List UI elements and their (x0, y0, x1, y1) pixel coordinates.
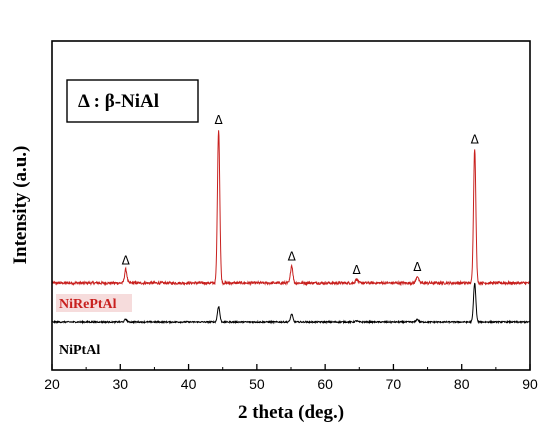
series-label-highlight (56, 294, 132, 312)
series-line-niptal (51, 282, 531, 325)
series-label-nirepral: NiRePtAl (59, 297, 117, 312)
peak-marker: Δ (352, 263, 361, 277)
x-axis-title: 2 theta (deg.) (238, 402, 344, 423)
x-tick-label: 90 (522, 376, 538, 392)
x-tick-label: 30 (112, 376, 128, 392)
x-tick-label: 80 (454, 376, 470, 392)
peak-marker: Δ (122, 253, 131, 267)
x-ticks: 20 30 40 50 60 70 80 90 (44, 364, 538, 392)
peak-marker-layer: Δ Δ Δ Δ Δ Δ (122, 113, 480, 277)
x-tick-label: 20 (44, 376, 60, 392)
legend-box (66, 79, 199, 123)
x-tick-label: 70 (386, 376, 402, 392)
peak-marker: Δ (215, 113, 224, 127)
series-label-niptal: NiPtAl (59, 343, 100, 358)
peak-marker: Δ (471, 132, 480, 146)
peak-marker: Δ (413, 260, 422, 274)
x-tick-label: 40 (181, 376, 197, 392)
legend-text: Δ : β-NiAl (78, 91, 159, 112)
series-layer (51, 130, 531, 325)
peak-marker: Δ (288, 249, 297, 263)
x-tick-label: 50 (249, 376, 265, 392)
series-line-nireptal (51, 130, 531, 287)
y-axis-title: Intensity (a.u.) (10, 146, 31, 265)
x-tick-label: 60 (317, 376, 333, 392)
